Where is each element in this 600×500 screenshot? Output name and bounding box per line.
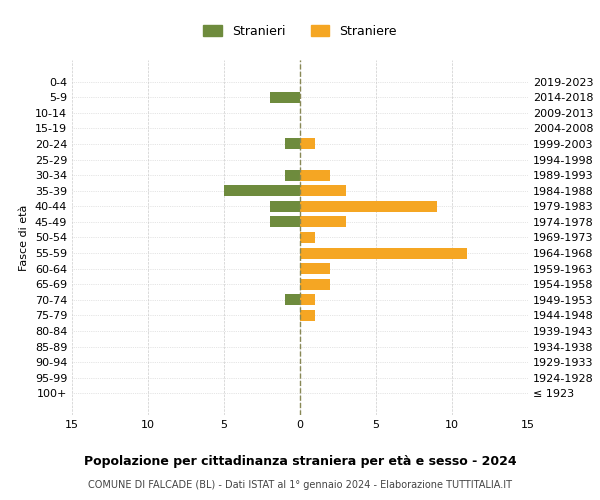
Bar bbox=[285, 170, 300, 180]
Bar bbox=[269, 201, 300, 212]
Bar bbox=[224, 186, 300, 196]
Bar bbox=[300, 294, 315, 306]
Bar bbox=[269, 92, 300, 102]
Bar bbox=[300, 263, 331, 274]
Y-axis label: Fasce di età: Fasce di età bbox=[19, 204, 29, 270]
Bar bbox=[300, 170, 331, 180]
Bar bbox=[300, 232, 315, 243]
Legend: Stranieri, Straniere: Stranieri, Straniere bbox=[198, 20, 402, 43]
Bar bbox=[285, 138, 300, 149]
Bar bbox=[300, 186, 346, 196]
Bar bbox=[269, 216, 300, 228]
Bar bbox=[300, 138, 315, 149]
Bar bbox=[300, 310, 315, 321]
Bar bbox=[300, 216, 346, 228]
Text: Popolazione per cittadinanza straniera per età e sesso - 2024: Popolazione per cittadinanza straniera p… bbox=[83, 455, 517, 468]
Bar bbox=[285, 294, 300, 306]
Bar bbox=[300, 248, 467, 258]
Text: COMUNE DI FALCADE (BL) - Dati ISTAT al 1° gennaio 2024 - Elaborazione TUTTITALIA: COMUNE DI FALCADE (BL) - Dati ISTAT al 1… bbox=[88, 480, 512, 490]
Bar bbox=[300, 279, 331, 289]
Bar bbox=[300, 201, 437, 212]
